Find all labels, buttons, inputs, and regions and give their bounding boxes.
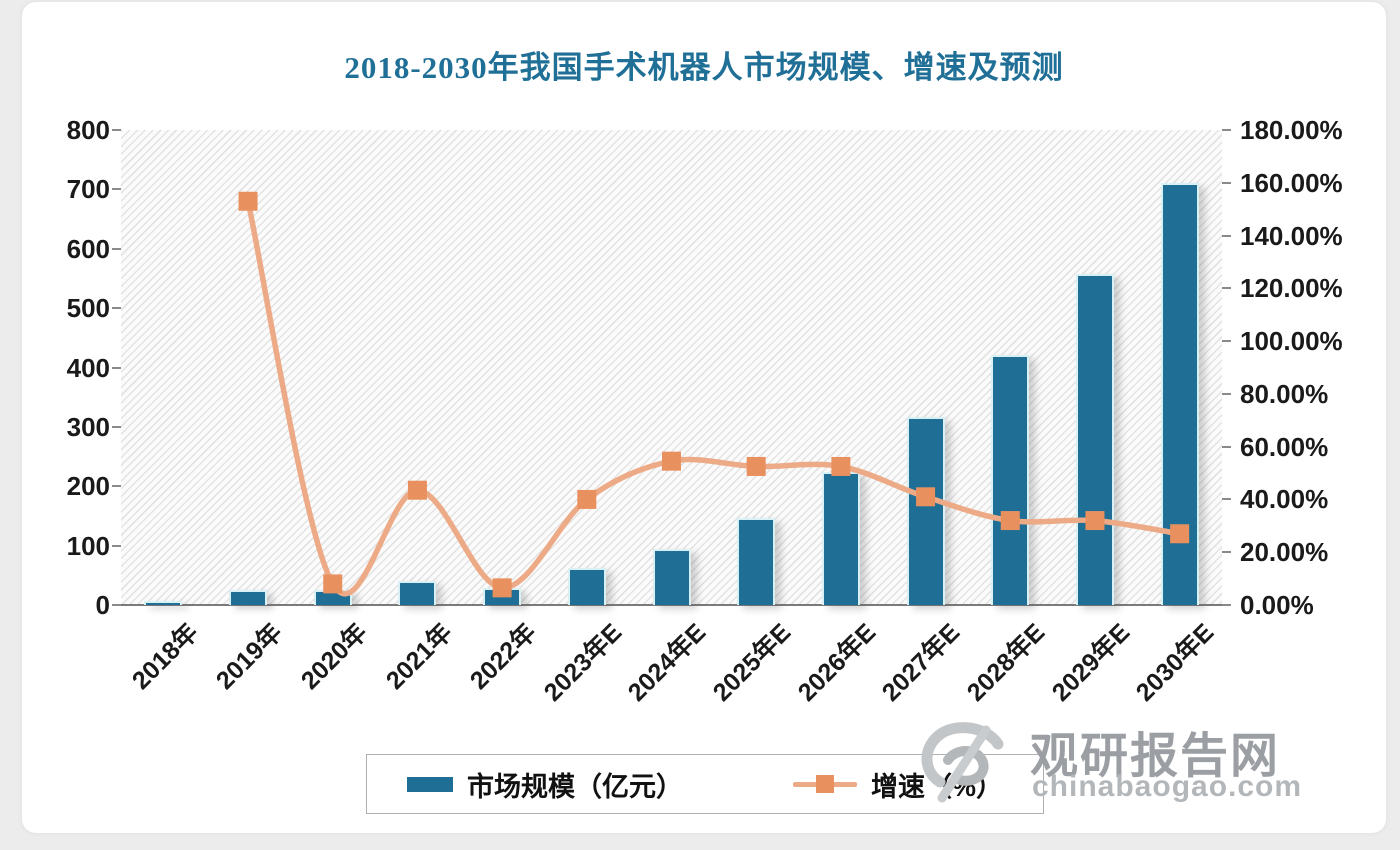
market-size-bar bbox=[567, 568, 606, 605]
market-size-bar bbox=[652, 548, 691, 605]
x-axis-line bbox=[112, 604, 1231, 606]
y-axis-left-tick bbox=[112, 485, 121, 488]
market-size-bar bbox=[906, 416, 945, 605]
bar-series-swatch bbox=[406, 776, 453, 792]
market-size-bar bbox=[398, 580, 437, 605]
x-axis-label: 2027年E bbox=[877, 618, 966, 707]
watermark-domain: chinabaogao.com bbox=[1032, 770, 1303, 803]
y-axis-right-label: 140.00% bbox=[1240, 220, 1343, 251]
market-size-bar bbox=[991, 355, 1030, 605]
x-axis-label: 2020年 bbox=[295, 618, 373, 696]
y-axis-right-label: 80.00% bbox=[1240, 378, 1329, 409]
y-axis-right-tick bbox=[1222, 551, 1231, 554]
y-axis-left-tick bbox=[112, 129, 121, 131]
y-axis-left-tick bbox=[112, 425, 121, 428]
y-axis-right-tick bbox=[1222, 340, 1231, 343]
y-axis-left-label: 100 bbox=[66, 530, 110, 561]
y-axis-right-label: 160.00% bbox=[1240, 167, 1343, 198]
y-axis-right-label: 0.00% bbox=[1240, 590, 1314, 620]
y-axis-left-label: 0 bbox=[95, 590, 110, 620]
market-size-bar bbox=[737, 517, 776, 605]
market-size-bar bbox=[1160, 183, 1199, 605]
y-axis-left-tick bbox=[112, 604, 121, 606]
y-axis-left-tick bbox=[112, 247, 121, 250]
guanyan-swirl-logo-icon bbox=[921, 722, 1004, 803]
market-size-bar bbox=[229, 590, 268, 605]
report-card: 2018-2030年我国手术机器人市场规模、增速及预测 市场规模（亿元） 增速（… bbox=[22, 2, 1386, 833]
watermark-brand: 观研报告网 bbox=[1030, 730, 1281, 783]
y-axis-left-label: 300 bbox=[66, 411, 110, 442]
y-axis-left-tick bbox=[112, 366, 121, 369]
x-axis-label: 2018年 bbox=[126, 618, 204, 696]
y-axis-left-tick bbox=[112, 188, 121, 191]
y-axis-right-label: 60.00% bbox=[1240, 431, 1329, 462]
x-axis-label: 2024年E bbox=[622, 618, 712, 707]
market-size-bar bbox=[144, 601, 183, 605]
y-axis-right-tick bbox=[1222, 604, 1231, 606]
x-axis-label: 2026年E bbox=[792, 618, 881, 707]
y-axis-right-tick bbox=[1222, 129, 1231, 131]
market-size-bar bbox=[483, 587, 522, 605]
y-axis-left-label: 200 bbox=[66, 471, 110, 502]
x-axis-label: 2030年E bbox=[1131, 618, 1220, 707]
y-axis-left-label: 800 bbox=[66, 115, 110, 145]
y-axis-left-tick bbox=[112, 544, 121, 547]
watermark: 观研报告网 chinabaogao.com bbox=[902, 714, 1382, 819]
y-axis-right-label: 180.00% bbox=[1240, 115, 1343, 145]
plot-area bbox=[121, 130, 1222, 605]
y-axis-right-label: 20.00% bbox=[1240, 537, 1329, 568]
y-axis-left-label: 400 bbox=[66, 352, 110, 383]
y-axis-left-label: 600 bbox=[66, 233, 110, 264]
y-axis-left-label: 500 bbox=[66, 293, 110, 324]
y-axis-left-label: 700 bbox=[66, 174, 110, 205]
y-axis-right-tick bbox=[1222, 445, 1231, 448]
y-axis-right-label: 40.00% bbox=[1240, 484, 1329, 515]
chart-title: 2018-2030年我国手术机器人市场规模、增速及预测 bbox=[344, 50, 1064, 85]
x-axis-label: 2025年E bbox=[707, 618, 797, 707]
legend-item-market-size: 市场规模（亿元） bbox=[406, 765, 683, 804]
y-axis-right-label: 100.00% bbox=[1240, 326, 1343, 357]
x-axis-label: 2029年E bbox=[1046, 618, 1135, 707]
legend-label: 市场规模（亿元） bbox=[466, 771, 683, 802]
x-axis-label: 2023年E bbox=[538, 618, 627, 707]
y-axis-left-tick bbox=[112, 307, 121, 310]
x-axis-label: 2021年 bbox=[380, 618, 458, 696]
y-axis-right-tick bbox=[1222, 392, 1231, 395]
y-axis-right-tick bbox=[1222, 234, 1231, 237]
y-axis-right-tick bbox=[1222, 498, 1231, 501]
y-axis-right-label: 120.00% bbox=[1240, 273, 1343, 304]
market-size-bar bbox=[313, 589, 352, 605]
market-size-bar bbox=[821, 472, 860, 605]
x-axis-label: 2028年E bbox=[961, 618, 1051, 707]
market-size-bar bbox=[1075, 273, 1114, 605]
x-axis-label: 2022年 bbox=[465, 618, 543, 696]
x-axis-label: 2019年 bbox=[211, 618, 289, 696]
y-axis-right-tick bbox=[1222, 181, 1231, 184]
line-series-swatch bbox=[792, 774, 857, 794]
y-axis-right-tick bbox=[1222, 287, 1231, 290]
